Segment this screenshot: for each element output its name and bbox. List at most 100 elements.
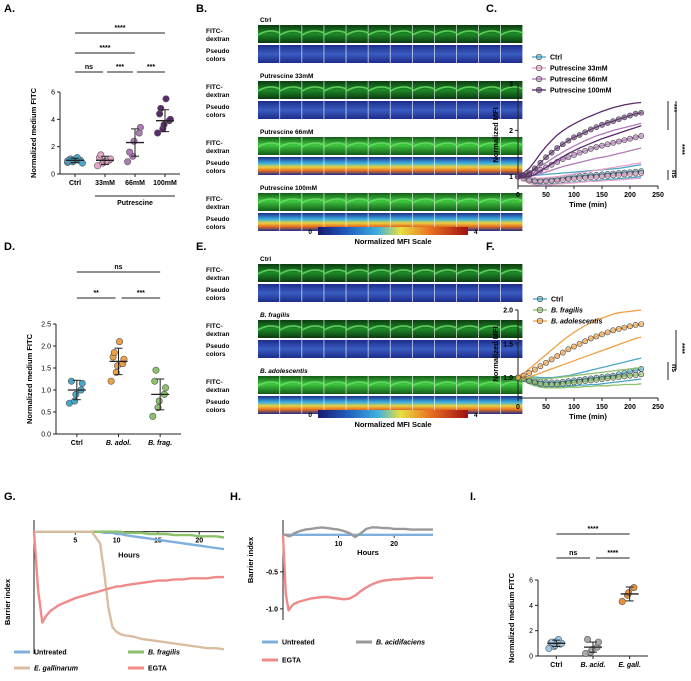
series-marker — [559, 177, 566, 183]
group-title: Putrescine 33mM — [260, 73, 313, 80]
row-label-pseudo: Pseudo — [206, 104, 230, 111]
pseudo-tile — [500, 157, 523, 175]
series-marker — [565, 380, 572, 387]
chart-a: 0 2 4 6 Normalized medium FITC Ctrl 33mM 66mM 10… — [29, 25, 180, 207]
sig-label: *** — [670, 104, 677, 112]
fitc-tile-ridge — [500, 269, 524, 275]
sig-label: **** — [678, 144, 685, 155]
series-marker — [526, 177, 533, 184]
y-tick-label: -1.0 — [266, 606, 278, 613]
fitc-tile — [324, 193, 346, 211]
fitc-tile-ridge — [279, 325, 303, 331]
series-band-line — [517, 177, 642, 186]
data-point — [618, 598, 626, 606]
chart-c: 0 50 100 150 200 250 1 2 3 Time (min) Normalized M… — [491, 53, 685, 209]
x-tick-label: 150 — [596, 192, 608, 199]
fitc-tile-ridge — [390, 325, 413, 331]
pseudo-tile — [280, 213, 302, 231]
fitc-tile-ridge — [301, 381, 325, 387]
x-tick-label: 10 — [335, 541, 343, 548]
fitc-tile — [434, 25, 457, 43]
fitc-tile — [302, 81, 324, 99]
fitc-tile — [456, 193, 479, 211]
pseudo-tile — [412, 340, 435, 358]
pseudo-tile — [434, 284, 457, 302]
fitc-tile-ridge — [390, 142, 413, 148]
x-axis-label: Hours — [357, 548, 379, 557]
panel-label-b: B. — [196, 3, 207, 15]
fitc-tile — [412, 25, 435, 43]
series-marker — [559, 349, 566, 356]
legend-label: B. adolescentis — [551, 319, 602, 326]
series-marker — [531, 379, 538, 386]
fitc-tile — [302, 137, 324, 155]
y-tick-label: 4 — [51, 117, 55, 124]
y-axis-label: Barrier index — [3, 578, 12, 625]
fitc-tile — [390, 264, 412, 282]
legend-marker — [536, 306, 544, 314]
fitc-tile-ridge — [456, 86, 480, 92]
x-tick-label: Ctrl — [71, 440, 83, 447]
fitc-tile — [478, 81, 501, 99]
pseudo-tile — [500, 396, 523, 414]
pseudo-tile — [280, 284, 302, 302]
data-point — [130, 137, 138, 145]
fitc-tile — [500, 264, 523, 282]
fitc-tile-ridge — [390, 381, 413, 387]
panel-label-c: C. — [486, 3, 497, 15]
x-tick-label: Ctrl — [69, 180, 81, 187]
x-tick-label: 66mM — [125, 180, 145, 187]
fitc-tile-ridge — [478, 325, 502, 331]
panel-label-e: E. — [196, 241, 206, 253]
fitc-tile-ridge — [257, 381, 281, 387]
series-marker — [599, 173, 605, 180]
series-marker — [543, 178, 549, 185]
fitc-tile-ridge — [434, 198, 458, 204]
fitc-tile — [368, 320, 390, 338]
pseudo-tile — [280, 396, 302, 414]
fitc-tile — [258, 264, 280, 282]
row-label-pseudo: Pseudo — [206, 48, 230, 55]
fitc-tile-ridge — [478, 86, 502, 92]
pseudo-tile — [478, 101, 501, 119]
fitc-tile — [500, 81, 523, 99]
barrier-series-line — [32, 531, 224, 624]
fitc-tile-ridge — [434, 30, 458, 36]
x-tick-label: B. acid. — [581, 662, 606, 669]
y-tick-label: 2.0 — [503, 308, 513, 315]
panel-label-h: H. — [230, 491, 241, 503]
y-tick-label: 0 — [51, 172, 55, 179]
series-marker — [610, 139, 617, 146]
pseudo-tile — [434, 45, 457, 63]
data-point — [584, 636, 592, 644]
legend-label: Untreated — [282, 640, 315, 647]
legend-label: Ctrl — [551, 297, 563, 304]
pseudo-tile — [500, 284, 523, 302]
series-marker — [554, 353, 561, 359]
fitc-tile — [412, 264, 435, 282]
legend-marker — [535, 64, 543, 72]
fitc-tile-ridge — [500, 198, 524, 204]
fitc-tile-ridge — [412, 86, 435, 92]
barrier-series-line — [281, 534, 433, 612]
data-point — [162, 384, 170, 392]
pseudo-tile — [412, 101, 435, 119]
pseudo-tile — [258, 284, 280, 302]
x-tick-label: B. adol. — [106, 440, 131, 447]
y-tick-label: 0.0 — [41, 432, 51, 439]
fitc-tile — [258, 81, 280, 99]
pseudo-tile — [390, 101, 412, 119]
x-tick-label: 10 — [113, 538, 121, 545]
series-marker — [571, 152, 577, 158]
pseudo-tile — [346, 396, 368, 414]
series-marker — [571, 343, 577, 350]
data-point — [124, 158, 132, 166]
fitc-tile-ridge — [367, 30, 391, 36]
series-band-line — [517, 378, 642, 389]
legend-marker — [535, 53, 543, 61]
fitc-tile-ridge — [390, 86, 413, 92]
pseudo-tile — [258, 45, 280, 63]
fitc-tile — [434, 137, 457, 155]
